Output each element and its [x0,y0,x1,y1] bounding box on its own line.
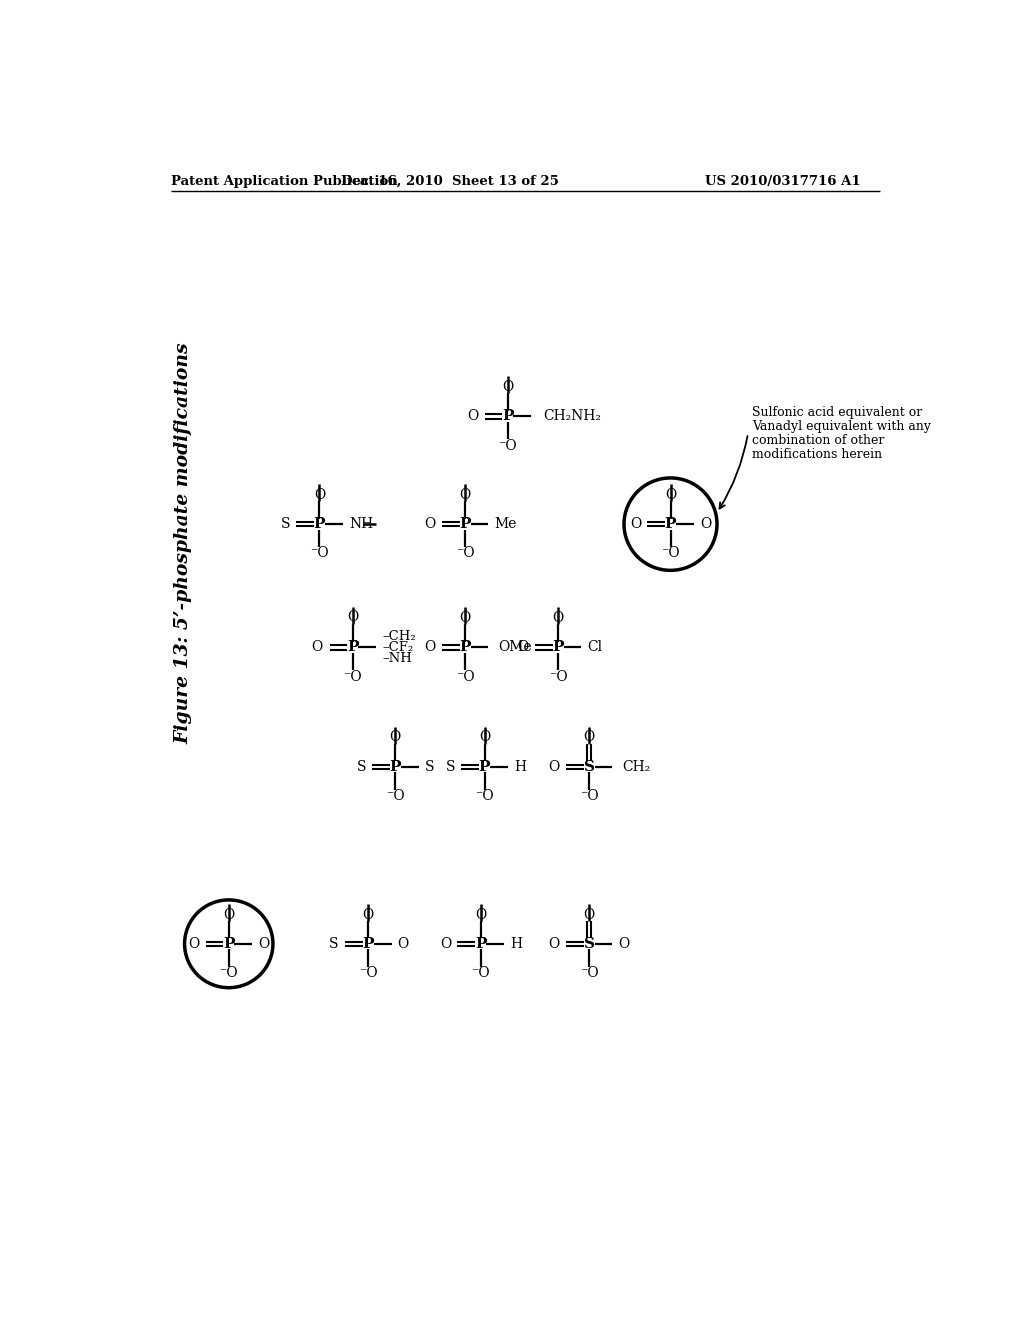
Text: O: O [549,937,560,950]
Text: ⁻O: ⁻O [471,966,489,979]
Text: S: S [356,760,366,774]
Text: ⁻O: ⁻O [580,789,598,803]
Text: P: P [313,517,326,531]
Text: NH: NH [349,517,373,531]
Text: O: O [502,380,513,395]
Text: O: O [362,908,374,921]
Text: O: O [584,908,595,921]
Text: O: O [390,730,401,744]
Text: O: O [479,730,490,744]
Text: O: O [313,488,325,502]
Text: O: O [460,488,471,502]
Text: ⁻O: ⁻O [662,546,680,561]
Text: O: O [397,937,409,950]
Text: O: O [223,908,234,921]
Text: CH₂NH₂: CH₂NH₂ [544,409,601,424]
Text: P: P [389,760,401,774]
Text: O: O [424,517,435,531]
Text: P: P [475,937,486,950]
Text: P: P [479,760,490,774]
Text: P: P [502,409,513,424]
Text: –NH: –NH [382,652,412,665]
Text: S: S [584,937,595,950]
Text: S: S [330,937,339,950]
Text: Dec. 16, 2010  Sheet 13 of 25: Dec. 16, 2010 Sheet 13 of 25 [341,176,558,187]
Text: P: P [552,640,564,655]
Text: H: H [510,937,522,950]
Text: O: O [347,610,358,624]
Text: P: P [362,937,374,950]
Text: S: S [584,760,595,774]
Text: S: S [281,517,290,531]
Text: P: P [460,517,471,531]
Text: modifications herein: modifications herein [752,447,882,461]
Text: O: O [467,409,478,424]
Text: O: O [188,937,200,950]
Text: ⁻O: ⁻O [475,789,494,803]
Text: S: S [445,760,455,774]
Text: Me: Me [495,517,517,531]
Text: ⁻O: ⁻O [456,546,474,561]
Text: O: O [460,611,471,626]
Text: H: H [514,760,526,774]
Text: P: P [460,640,471,655]
Text: O: O [258,937,269,950]
Text: O: O [475,908,486,921]
Text: ⁻O: ⁻O [580,966,598,979]
Text: ⁻O: ⁻O [549,669,567,684]
Text: O: O [424,640,435,655]
Text: ⁻O: ⁻O [456,669,474,684]
Text: Figure 13: 5’-phosphate modifications: Figure 13: 5’-phosphate modifications [175,343,193,744]
Text: O: O [630,517,641,531]
Text: O: O [700,517,712,531]
Text: O: O [553,611,564,626]
Text: –CH₂: –CH₂ [382,630,416,643]
Text: O: O [517,640,528,655]
Text: US 2010/0317716 A1: US 2010/0317716 A1 [706,176,861,187]
Text: O: O [440,937,452,950]
Text: P: P [223,937,234,950]
Text: S: S [425,760,434,774]
Text: ⁻O: ⁻O [359,966,378,979]
Text: Cl: Cl [588,640,603,655]
Text: OMe: OMe [499,640,532,655]
Text: ⁻O: ⁻O [219,966,238,979]
Text: O: O [584,730,595,744]
Text: P: P [665,517,676,531]
Text: ⁻O: ⁻O [499,438,517,453]
Text: ⁻O: ⁻O [343,671,362,684]
Text: combination of other: combination of other [752,434,885,446]
Text: O: O [311,640,323,655]
Text: Vanadyl equivalent with any: Vanadyl equivalent with any [752,420,931,433]
Text: ⁻O: ⁻O [386,789,404,803]
Text: –CF₂: –CF₂ [382,640,414,653]
Text: O: O [549,760,560,774]
Text: O: O [665,488,676,502]
Text: ⁻O: ⁻O [310,546,329,561]
Text: Patent Application Publication: Patent Application Publication [171,176,397,187]
Text: P: P [347,640,358,655]
Text: O: O [618,937,630,950]
Text: CH₂: CH₂ [623,760,650,774]
Text: Sulfonic acid equivalent or: Sulfonic acid equivalent or [752,407,923,418]
